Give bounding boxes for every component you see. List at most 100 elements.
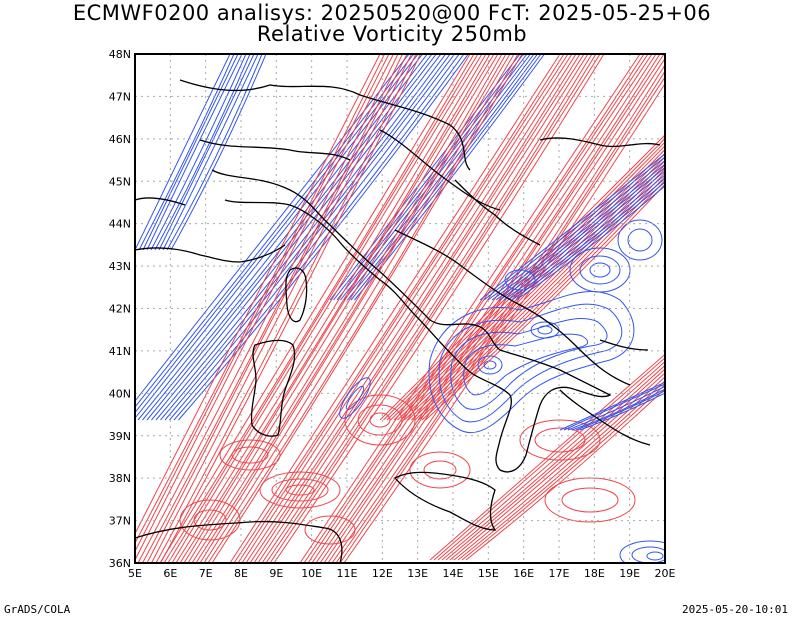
negative-contour [511, 181, 665, 301]
positive-contour [269, 54, 601, 563]
negative-contour [138, 54, 235, 251]
negative-contour [507, 177, 665, 301]
negative-contour [135, 54, 410, 402]
negative-contour [166, 54, 263, 251]
negative-contour [135, 54, 231, 251]
map-title: ECMWF0200 analisys: 20250520@00 FcT: 202… [72, 1, 712, 25]
positive-contour [273, 54, 605, 563]
footer-credit: GrADS/COLA [4, 603, 71, 616]
positive-contour [404, 160, 665, 421]
lat-label: 37N [109, 515, 131, 528]
negative-contour [150, 54, 247, 251]
positive-contour [135, 54, 385, 545]
negative-contour [146, 54, 437, 421]
positive-contour [137, 54, 399, 563]
positive-contour [400, 156, 665, 421]
lat-label: 43N [109, 260, 131, 273]
lat-label: 47N [109, 90, 131, 103]
positive-contour [418, 175, 665, 421]
negative-contour [142, 54, 239, 251]
positive-contour [429, 353, 665, 561]
negative-contour [479, 153, 665, 301]
positive-contour [303, 54, 645, 563]
positive-contour [195, 54, 507, 563]
negative-contour [499, 170, 665, 301]
negative-contour [495, 166, 665, 301]
negative-contour [563, 383, 665, 431]
lon-label: 9E [269, 567, 283, 580]
negative-contour [333, 54, 524, 301]
positive-contour [421, 179, 665, 421]
lon-label: 13E [407, 567, 428, 580]
positive-contour [151, 54, 412, 563]
positive-contour [155, 54, 417, 563]
positive-contour [453, 376, 665, 561]
negative-contour [491, 163, 665, 301]
negative-vorticity-band-southeast [479, 153, 665, 431]
positive-contour [146, 54, 408, 563]
positive-contour [142, 54, 403, 563]
positive-contour [465, 388, 665, 561]
positive-contour [383, 137, 665, 421]
lon-label: 8E [234, 567, 248, 580]
positive-contour [461, 384, 665, 561]
positive-contour [237, 54, 569, 563]
positive-contour [441, 364, 665, 561]
negative-contour [487, 159, 665, 301]
positive-contour [160, 54, 421, 563]
positive-contour [445, 368, 665, 561]
lon-label: 20E [655, 567, 676, 580]
positive-vorticity-swirls [179, 394, 636, 545]
negative-contour [146, 54, 243, 251]
lat-label: 38N [109, 472, 131, 485]
lon-label: 15E [478, 567, 499, 580]
positive-contour [183, 54, 495, 563]
positive-contour [167, 54, 479, 563]
negative-contour [162, 54, 259, 251]
positive-contour [211, 54, 523, 563]
lat-label: 44N [109, 218, 131, 231]
positive-contour [311, 54, 653, 563]
longitude-labels: 5E 6E 7E 8E 9E 10E 11E 12E 13E 14E 15E 16E 17E 18E 19E… [128, 567, 675, 580]
coastlines [135, 79, 661, 563]
lat-label: 40N [109, 387, 131, 400]
contour-field [135, 54, 665, 563]
lon-label: 17E [549, 567, 570, 580]
positive-contour [135, 54, 390, 553]
negative-contour [515, 185, 665, 301]
lon-label: 18E [584, 567, 605, 580]
positive-contour [433, 357, 665, 561]
lon-label: 19E [619, 567, 640, 580]
positive-contour [437, 360, 665, 561]
positive-contour [203, 54, 515, 563]
negative-vorticity-corner [619, 540, 665, 563]
positive-contour [135, 54, 394, 562]
positive-contour [323, 54, 665, 563]
lat-label: 46N [109, 133, 131, 146]
negative-contour [158, 54, 255, 251]
map-subtitle: Relative Vorticity 250mb [256, 22, 528, 46]
lon-label: 10E [301, 567, 322, 580]
lat-label: 42N [109, 303, 131, 316]
negative-contour [340, 54, 531, 301]
lon-label: 5E [128, 567, 142, 580]
negative-contour [164, 54, 456, 421]
positive-contour [265, 54, 597, 563]
lon-label: 14E [443, 567, 464, 580]
positive-contour [299, 54, 641, 563]
lat-label: 45N [109, 175, 131, 188]
positive-contour [187, 54, 499, 563]
positive-contour [199, 54, 511, 563]
negative-contour [571, 388, 665, 431]
positive-contour [163, 54, 475, 563]
negative-contour [170, 54, 267, 251]
negative-contour [579, 392, 665, 431]
lat-lon-grid [135, 54, 665, 563]
negative-contour [336, 54, 528, 301]
lon-label: 16E [513, 567, 534, 580]
map-frame [134, 53, 666, 564]
negative-contour [559, 381, 665, 431]
positive-contour [261, 54, 593, 563]
positive-contour [407, 164, 665, 421]
